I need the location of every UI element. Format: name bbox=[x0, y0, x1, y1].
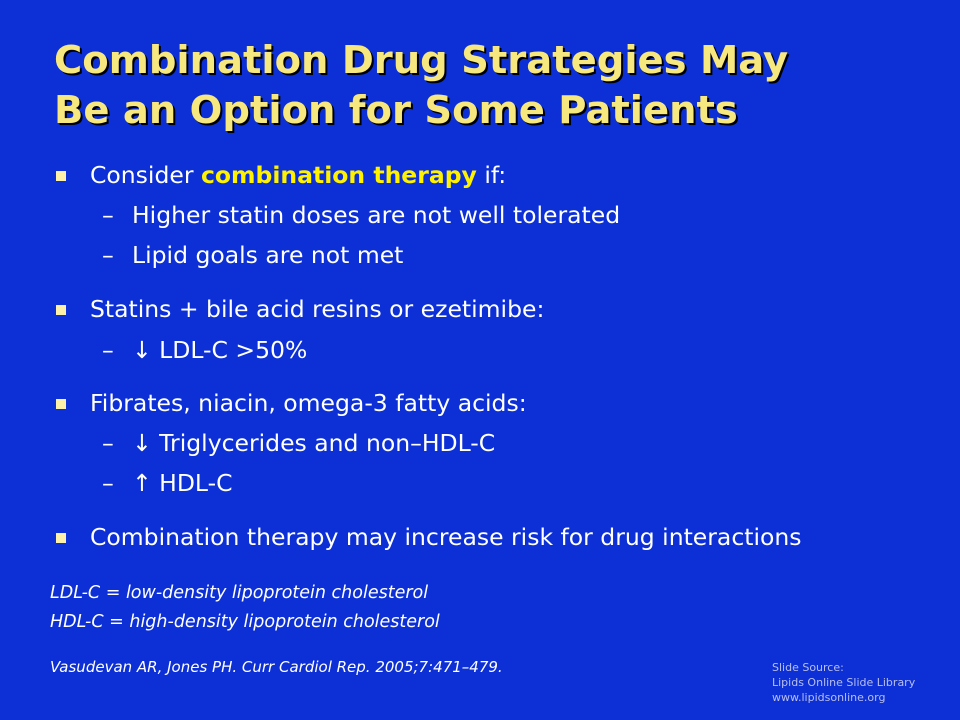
dash-icon: – bbox=[102, 429, 114, 457]
sub-bullet-1-1-text: Higher statin doses are not well tolerat… bbox=[132, 201, 621, 229]
bullet-3-text: Fibrates, niacin, omega-3 fatty acids: bbox=[90, 389, 527, 417]
abbreviation-ldl: LDL-C = low-density lipoprotein choleste… bbox=[50, 583, 429, 603]
reference-citation: Vasudevan AR, Jones PH. Curr Cardiol Rep… bbox=[50, 658, 503, 676]
sub-bullet-1-1: – Higher statin doses are not well toler… bbox=[102, 200, 620, 230]
title-line-2: Be an Option for Some Patients bbox=[54, 88, 738, 133]
sub-bullet-3-2-text: ↑ HDL-C bbox=[132, 469, 233, 497]
square-bullet-icon bbox=[56, 171, 66, 181]
title-line-1: Combination Drug Strategies May bbox=[54, 38, 789, 83]
sub-bullet-1-2-text: Lipid goals are not met bbox=[132, 241, 404, 269]
source-line-1: Slide Source: bbox=[772, 661, 844, 674]
source-url: www.lipidsonline.org bbox=[772, 691, 886, 704]
bullet-1-text-after: if: bbox=[476, 161, 507, 189]
square-bullet-icon bbox=[56, 305, 66, 315]
dash-icon: – bbox=[102, 241, 114, 269]
sub-bullet-1-2: – Lipid goals are not met bbox=[102, 240, 403, 270]
bullet-1-highlight: combination therapy bbox=[200, 161, 477, 189]
bullet-2-text: Statins + bile acid resins or ezetimibe: bbox=[90, 295, 545, 323]
sub-bullet-2-1: – ↓ LDL-C >50% bbox=[102, 335, 307, 365]
dash-icon: – bbox=[102, 336, 114, 364]
bullet-1-text-before: Consider bbox=[90, 161, 201, 189]
square-bullet-icon bbox=[56, 533, 66, 543]
square-bullet-icon bbox=[56, 399, 66, 409]
source-line-2: Lipids Online Slide Library bbox=[772, 676, 916, 689]
dash-icon: – bbox=[102, 469, 114, 497]
slide-source: Slide Source: Lipids Online Slide Librar… bbox=[772, 660, 915, 705]
dash-icon: – bbox=[102, 201, 114, 229]
sub-bullet-3-1: – ↓ Triglycerides and non–HDL-C bbox=[102, 428, 495, 458]
bullet-4-text: Combination therapy may increase risk fo… bbox=[90, 523, 802, 551]
abbreviation-hdl: HDL-C = high-density lipoprotein cholest… bbox=[50, 612, 440, 632]
sub-bullet-3-2: – ↑ HDL-C bbox=[102, 468, 233, 498]
sub-bullet-2-1-text: ↓ LDL-C >50% bbox=[132, 336, 308, 364]
slide-title: Combination Drug Strategies May Be an Op… bbox=[54, 36, 934, 136]
sub-bullet-3-1-text: ↓ Triglycerides and non–HDL-C bbox=[132, 429, 496, 457]
